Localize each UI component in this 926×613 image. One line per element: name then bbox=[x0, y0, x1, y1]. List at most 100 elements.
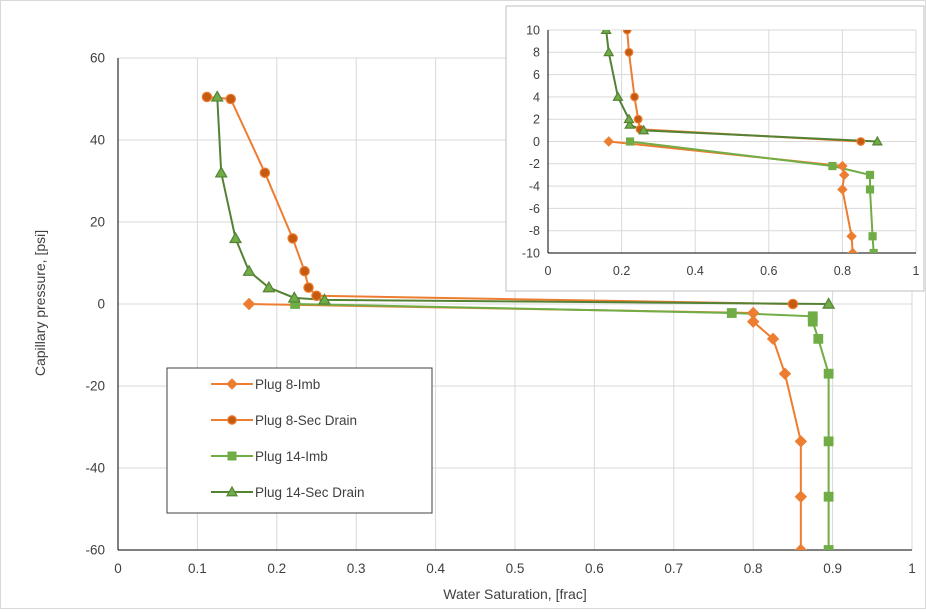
data-point-circle bbox=[622, 30, 632, 35]
series-group bbox=[600, 30, 883, 253]
data-point-square bbox=[813, 333, 824, 344]
y-axis-title: Capillary pressure, [psi] bbox=[32, 230, 48, 376]
legend-box bbox=[166, 367, 433, 514]
y-tick-label: -2 bbox=[529, 157, 540, 171]
data-point-diamond bbox=[839, 169, 850, 181]
data-point-triangle bbox=[603, 46, 615, 57]
data-point-triangle bbox=[228, 231, 243, 244]
y-tick-label: 10 bbox=[526, 23, 540, 37]
series-group bbox=[201, 90, 836, 550]
x-tick-label: 0 bbox=[114, 561, 122, 576]
data-point-diamond bbox=[837, 184, 848, 195]
data-point-triangle bbox=[638, 124, 650, 135]
x-tick-label: 0.4 bbox=[687, 264, 704, 278]
data-point-triangle bbox=[287, 291, 301, 303]
y-tick-label: 60 bbox=[90, 51, 105, 66]
legend-label-plug14-imb: Plug 14-Imb bbox=[255, 449, 328, 464]
data-point-diamond bbox=[746, 315, 760, 328]
data-point-triangle bbox=[262, 280, 276, 293]
data-point-circle bbox=[311, 290, 322, 302]
data-point-square bbox=[726, 308, 737, 318]
x-tick-label: 0.6 bbox=[585, 561, 604, 576]
x-axis-title: Water Saturation, [frac] bbox=[443, 586, 586, 602]
y-tick-label: -6 bbox=[529, 202, 540, 216]
data-point-diamond bbox=[242, 297, 256, 311]
data-point-square bbox=[625, 137, 635, 146]
data-point-circle bbox=[259, 167, 271, 179]
legend-label-plug14-sec-drain: Plug 14-Sec Drain bbox=[255, 485, 365, 500]
x-tick-label: 0.2 bbox=[267, 561, 286, 576]
y-tick-label: -8 bbox=[529, 224, 540, 238]
data-point-circle bbox=[787, 298, 799, 310]
data-point-triangle bbox=[623, 113, 635, 124]
legend-marker-triangle bbox=[225, 485, 239, 497]
data-point-triangle bbox=[600, 30, 612, 34]
y-tick-label: 4 bbox=[533, 90, 540, 104]
data-point-circle bbox=[225, 93, 237, 105]
data-point-triangle bbox=[214, 166, 228, 178]
data-point-circle bbox=[287, 233, 298, 244]
y-tick-label: -40 bbox=[85, 461, 105, 476]
x-tick-label: 0.3 bbox=[347, 561, 366, 576]
data-point-circle bbox=[201, 91, 213, 103]
data-point-circle bbox=[630, 92, 639, 102]
data-point-diamond bbox=[794, 490, 808, 503]
x-tick-label: 0.4 bbox=[426, 561, 445, 576]
main-plot: 60 4 0 2 0 0 -20 -40 -60 0 0.1 0.2 0.3 0.4 0.5 0.6 0.7 0.… bbox=[85, 51, 915, 576]
data-point-square bbox=[823, 436, 834, 447]
legend: Plug 8-Imb Plug 8-Sec Drain Plug 14-Imb … bbox=[166, 367, 433, 514]
x-tick-label: 0.8 bbox=[744, 561, 763, 576]
x-tick-label: 0.5 bbox=[506, 561, 525, 576]
data-point-triangle bbox=[624, 119, 636, 129]
data-point-diamond bbox=[778, 367, 792, 380]
y-tick-label: 0 bbox=[533, 135, 540, 149]
data-point-triangle bbox=[210, 90, 224, 102]
legend-marker-diamond bbox=[226, 378, 238, 390]
x-tick-label: 0.7 bbox=[664, 561, 683, 576]
data-point-diamond bbox=[794, 543, 808, 550]
x-tick-label: 1 bbox=[908, 561, 916, 576]
legend-label-plug8-sec-drain: Plug 8-Sec Drain bbox=[255, 413, 357, 428]
y-tick-label: -20 bbox=[85, 379, 105, 394]
data-point-circle bbox=[856, 137, 866, 146]
x-tick-label: 0.1 bbox=[188, 561, 207, 576]
y-tick-label: 8 bbox=[533, 46, 540, 60]
inset-frame bbox=[505, 5, 925, 292]
data-point-triangle bbox=[822, 297, 836, 309]
x-tick-label: 1 bbox=[913, 264, 920, 278]
data-point-diamond bbox=[846, 231, 857, 242]
y-tick-label: -4 bbox=[529, 179, 540, 193]
data-point-square bbox=[865, 170, 875, 180]
data-point-circle bbox=[299, 265, 310, 277]
x-tick-label: 0.9 bbox=[823, 561, 842, 576]
inset-chart: 10 8 6 4 2 0 -2 -4 -6 -8 -10 0 0.2 0.4 0.6 0.8 1 bbox=[505, 5, 925, 292]
data-point-triangle bbox=[612, 91, 624, 101]
x-tick-label: 0 bbox=[545, 264, 552, 278]
y-tick-label: -60 bbox=[85, 543, 105, 558]
data-point-triangle bbox=[317, 293, 331, 305]
y-tick-label: 6 bbox=[533, 68, 540, 82]
data-point-diamond bbox=[847, 247, 858, 253]
x-tick-label: 0.8 bbox=[834, 264, 851, 278]
data-point-square bbox=[865, 185, 875, 194]
data-point-square bbox=[868, 232, 877, 241]
y-tick-label: 0 bbox=[97, 297, 105, 312]
data-point-square bbox=[823, 545, 834, 550]
data-point-triangle bbox=[242, 264, 256, 276]
data-point-diamond bbox=[603, 136, 614, 147]
data-point-triangle bbox=[871, 135, 883, 146]
y-tick-label: -10 bbox=[522, 246, 540, 260]
inset-plot: 10 8 6 4 2 0 -2 -4 -6 -8 -10 0 0.2 0.4 0.6 0.8 1 bbox=[522, 23, 920, 278]
data-point-square bbox=[823, 491, 834, 502]
data-point-diamond bbox=[766, 332, 780, 346]
data-point-circle bbox=[303, 282, 314, 293]
legend-marker-circle bbox=[227, 415, 237, 425]
y-tick-label: 2 bbox=[533, 113, 540, 127]
x-tick-label: 0.6 bbox=[760, 264, 777, 278]
data-point-circle bbox=[633, 114, 643, 124]
data-point-square bbox=[828, 161, 837, 171]
data-point-square bbox=[869, 248, 878, 253]
legend-label-plug8-imb: Plug 8-Imb bbox=[255, 377, 320, 392]
